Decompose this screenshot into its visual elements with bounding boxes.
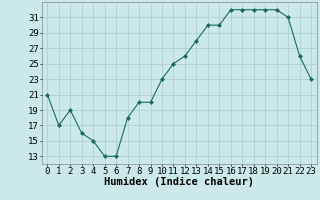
X-axis label: Humidex (Indice chaleur): Humidex (Indice chaleur): [104, 177, 254, 187]
